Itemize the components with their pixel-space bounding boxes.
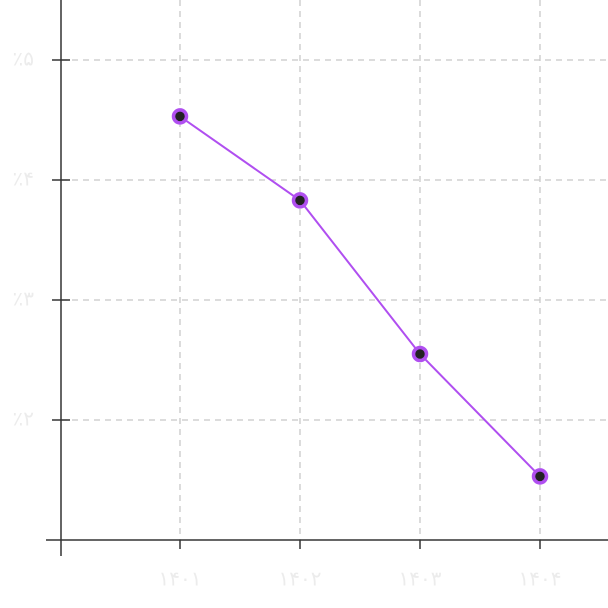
x-tick-label: ۱۴۰۴	[519, 567, 562, 591]
x-tick-label: ۱۴۰۱	[159, 567, 202, 591]
y-tick-label: ٪۳	[13, 287, 35, 311]
point	[411, 345, 429, 363]
point	[291, 192, 309, 209]
y-tick-label: ٪۲	[13, 407, 34, 431]
line	[179, 115, 541, 478]
y-tick-label: ٪۵	[13, 47, 34, 71]
point	[171, 108, 189, 125]
x-tick-label: ۱۴۰۲	[279, 567, 322, 591]
y-tick-label: ٪۴	[13, 167, 34, 191]
point	[531, 468, 549, 485]
x-tick-label: ۱۴۰۳	[399, 567, 442, 591]
